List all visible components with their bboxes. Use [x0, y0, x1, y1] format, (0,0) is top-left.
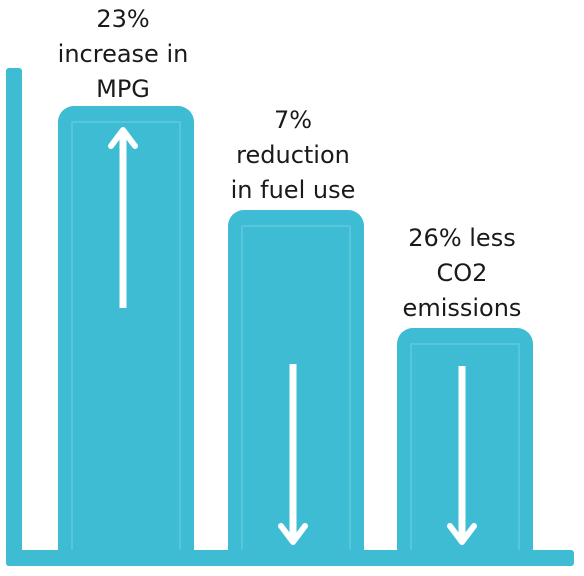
arrow-down-icon: [447, 366, 477, 545]
bar-label-fuel-use: 7% reduction in fuel use: [203, 103, 383, 208]
bar-label-co2: 26% less CO2 emissions: [372, 221, 552, 326]
bar-label-mpg-line-3: MPG: [96, 75, 150, 103]
bar-label-fuel-use-line-2: reduction: [236, 141, 350, 169]
bar-fuel-use: [228, 210, 364, 566]
bar-label-co2-line-1: 26% less: [408, 224, 516, 252]
bars-layer: [58, 106, 533, 566]
bar-label-co2-line-3: emissions: [402, 294, 522, 322]
bar-label-fuel-use-line-3: in fuel use: [230, 176, 356, 204]
bar-label-mpg: 23% increase in MPG: [33, 2, 213, 107]
bar-label-co2-line-2: CO2: [436, 259, 488, 287]
bar-co2: [397, 328, 533, 566]
bar-label-mpg-line-2: increase in: [57, 40, 189, 68]
arrow-up-icon: [108, 127, 138, 308]
bar-mpg-body: [58, 106, 194, 566]
y-axis-line: [6, 68, 22, 566]
bar-label-mpg-line-1: 23%: [96, 5, 150, 33]
bar-mpg: [58, 106, 194, 566]
x-axis-line: [6, 550, 574, 566]
arrow-down-icon: [278, 364, 308, 545]
bar-label-fuel-use-line-1: 7%: [273, 106, 313, 134]
